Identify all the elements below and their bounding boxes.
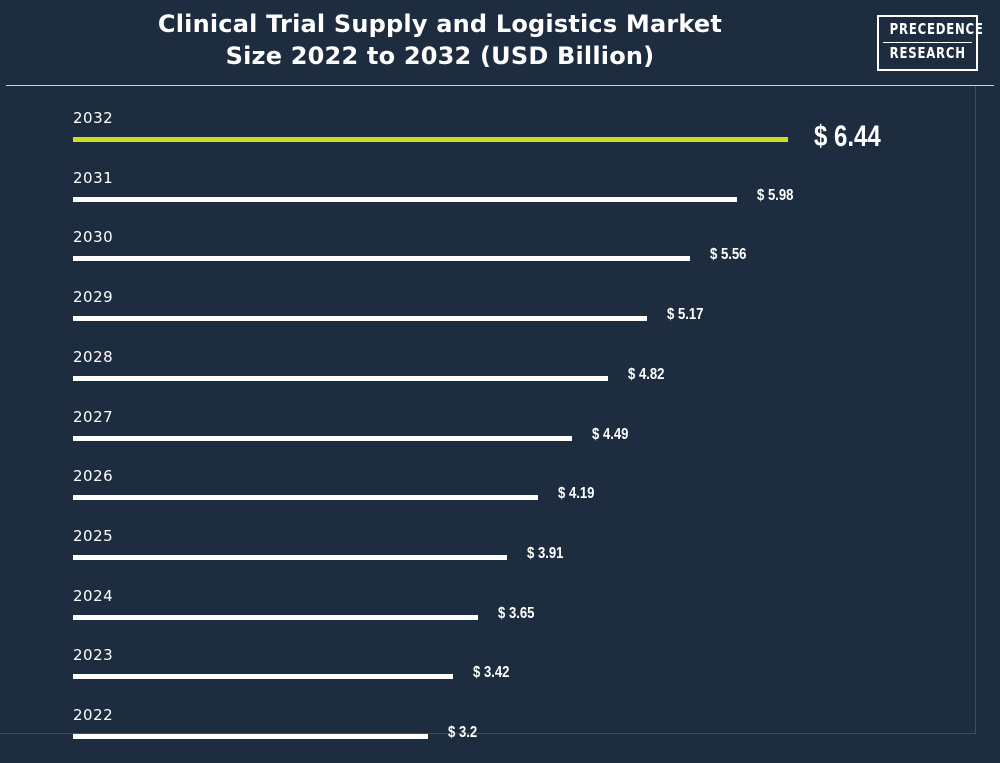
value-label-2030: $ 5.56 bbox=[710, 246, 747, 264]
value-label-2032: $ 6.44 bbox=[814, 120, 881, 153]
year-label-2026: 2026 bbox=[73, 467, 114, 486]
value-label-2025: $ 3.91 bbox=[527, 544, 564, 562]
bar-2031 bbox=[73, 196, 737, 202]
logo-divider bbox=[883, 42, 972, 43]
year-label-2030: 2030 bbox=[73, 228, 114, 247]
year-label-2025: 2025 bbox=[73, 526, 114, 545]
value-label-2029: $ 5.17 bbox=[666, 306, 704, 324]
precedence-research-logo: PRECEDENCE RESEARCH bbox=[877, 15, 984, 71]
year-label-2032: 2032 bbox=[73, 109, 114, 127]
year-label-2029: 2029 bbox=[73, 288, 114, 307]
bar-2022 bbox=[73, 734, 429, 739]
year-label-2027: 2027 bbox=[73, 407, 114, 426]
chart-title-line-2: Size 2022 to 2032 (USD Billion) bbox=[225, 42, 655, 70]
chart-right-border bbox=[975, 86, 976, 734]
logo-text-top: PRECEDENCE bbox=[889, 20, 984, 38]
value-label-2023: $ 3.42 bbox=[472, 664, 510, 682]
chart-title-line-1: Clinical Trial Supply and Logistics Mark… bbox=[157, 10, 723, 38]
bar-2027 bbox=[73, 435, 572, 441]
bar-2023 bbox=[73, 674, 453, 680]
chart-bottom-border bbox=[0, 733, 976, 734]
bar-2026 bbox=[73, 495, 539, 501]
year-label-2023: 2023 bbox=[73, 646, 114, 665]
year-label-2031: 2031 bbox=[73, 168, 114, 187]
bar-2029 bbox=[73, 316, 647, 322]
year-label-2024: 2024 bbox=[73, 586, 114, 605]
bar-2025 bbox=[73, 554, 508, 560]
value-label-2024: $ 3.65 bbox=[498, 604, 535, 622]
bar-2028 bbox=[73, 375, 609, 381]
bar-2032 bbox=[73, 137, 788, 142]
year-label-2028: 2028 bbox=[73, 347, 114, 366]
value-label-2028: $ 4.82 bbox=[628, 365, 665, 383]
value-label-2026: $ 4.19 bbox=[558, 485, 595, 503]
bar-2024 bbox=[73, 614, 479, 620]
value-label-2027: $ 4.49 bbox=[591, 425, 628, 443]
bar-2030 bbox=[73, 256, 691, 262]
value-label-2022: $ 3.2 bbox=[448, 724, 478, 741]
value-label-2031: $ 5.98 bbox=[756, 186, 794, 204]
logo-text-bottom: RESEARCH bbox=[889, 44, 966, 62]
header-divider bbox=[6, 85, 994, 86]
year-label-2022: 2022 bbox=[73, 706, 114, 724]
